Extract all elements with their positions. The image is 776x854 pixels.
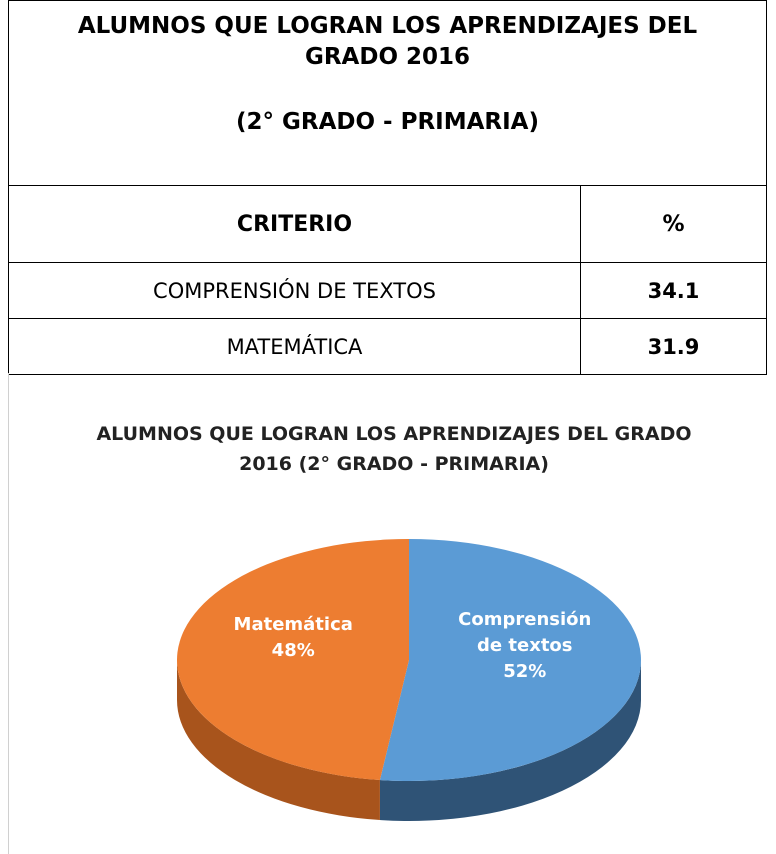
percent: 31.9 bbox=[580, 318, 767, 375]
data-label: Comprensión de textos 52% bbox=[450, 607, 600, 685]
pie bbox=[177, 539, 642, 821]
percent: 34.1 bbox=[580, 262, 767, 319]
header-cell: CRITERIO bbox=[8, 185, 581, 263]
pie-slice bbox=[379, 539, 642, 781]
header-cell: % bbox=[580, 185, 767, 263]
label-value: 48% bbox=[271, 640, 315, 662]
title-cell: ALUMNOS QUE LOGRAN LOS APRENDIZAJES DEL … bbox=[8, 0, 767, 186]
results-table: ALUMNOS QUE LOGRAN LOS APRENDIZAJES DEL … bbox=[8, 0, 767, 375]
label-name: Matemática bbox=[233, 614, 353, 636]
criterion: MATEMÁTICA bbox=[8, 318, 581, 375]
table-subtitle: (2° GRADO - PRIMARIA) bbox=[235, 109, 539, 135]
pie-slice bbox=[177, 539, 409, 781]
label-name: Comprensión de textos bbox=[458, 608, 592, 656]
criterion: COMPRENSIÓN DE TEXTOS bbox=[8, 262, 581, 319]
pie-side bbox=[379, 660, 641, 821]
chart-title: ALUMNOS QUE LOGRAN LOS APRENDIZAJES DEL … bbox=[96, 423, 692, 475]
data-label: Matemática 48% bbox=[228, 612, 358, 664]
pie-side bbox=[177, 660, 380, 821]
label-value: 52% bbox=[503, 660, 547, 682]
chart: ALUMNOS QUE LOGRAN LOS APRENDIZAJES DEL … bbox=[8, 373, 776, 854]
table-title: ALUMNOS QUE LOGRAN LOS APRENDIZAJES DEL … bbox=[77, 13, 698, 70]
